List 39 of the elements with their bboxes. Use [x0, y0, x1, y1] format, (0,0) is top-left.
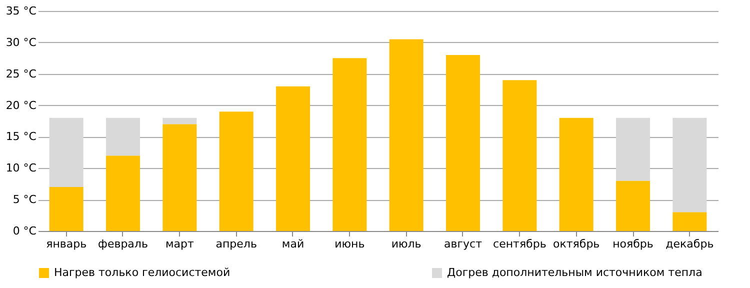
x-tick-label: февраль [98, 238, 148, 250]
legend-label: Догрев дополнительным источником тепла [447, 266, 702, 279]
x-tick-label: июнь [334, 238, 365, 250]
bar [219, 112, 254, 231]
x-tick-label: сентябрь [493, 238, 546, 250]
bar [106, 118, 140, 156]
y-tick-label: 15 °C [6, 130, 37, 144]
y-tick-label: 20 °C [6, 98, 37, 112]
y-tick-label: 35 °C [6, 4, 37, 18]
y-tick-label: 10 °C [6, 162, 37, 175]
x-tick-label: ноябрь [612, 238, 654, 250]
x-tick-label: март [165, 238, 194, 250]
y-tick-label: 5 °C [12, 193, 37, 206]
bar [672, 118, 707, 212]
bar [276, 86, 310, 231]
x-tick-label: октябрь [553, 238, 600, 250]
bar [49, 118, 84, 187]
y-tick-label: 30 °C [6, 36, 37, 49]
y-tick-label: 0 °C [12, 224, 37, 238]
bar [332, 58, 367, 231]
bar [559, 118, 594, 231]
bar [502, 80, 537, 231]
legend-label: Нагрев только гелиосистемой [54, 266, 230, 279]
bar [446, 55, 480, 231]
bar [162, 124, 197, 231]
x-tick-label: декабрь [666, 238, 714, 250]
bar [616, 118, 650, 181]
bar [672, 212, 707, 231]
x-tick-label: август [444, 238, 483, 250]
bar [616, 180, 650, 231]
x-tick-label: апрель [216, 238, 257, 250]
x-tick-label: май [282, 238, 304, 250]
bar [106, 156, 140, 231]
bar [162, 118, 197, 124]
x-tick-label: июль [391, 238, 422, 250]
x-tick-label: январь [46, 238, 87, 250]
bar [389, 39, 424, 231]
bar [49, 187, 84, 231]
y-tick-label: 25 °C [6, 67, 37, 80]
